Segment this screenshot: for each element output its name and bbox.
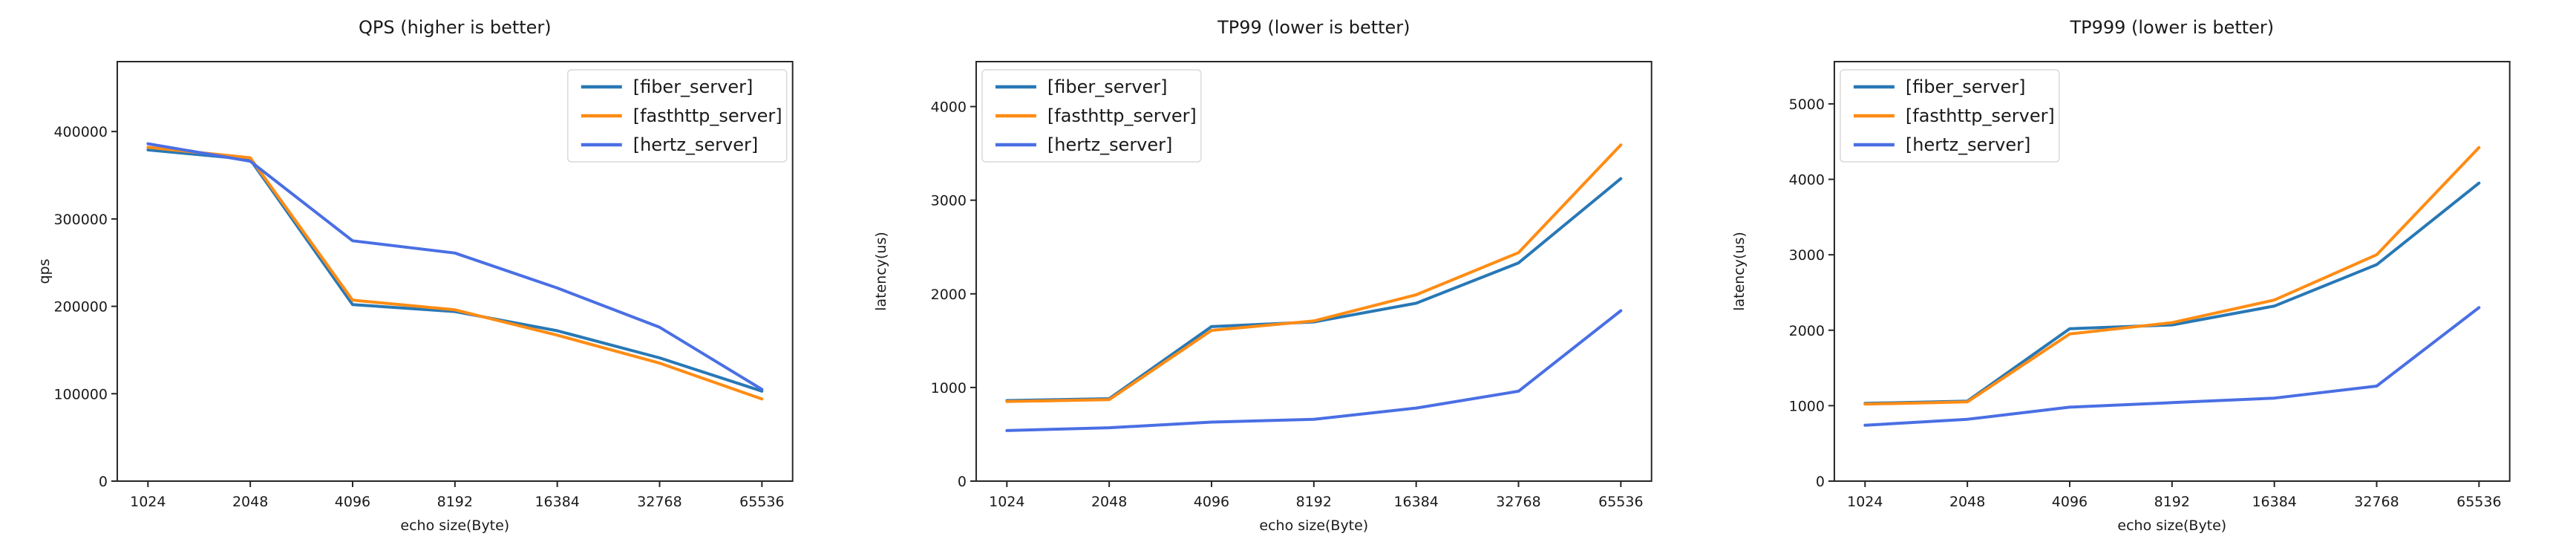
chart-title: TP99 (lower is better) xyxy=(1217,17,1410,38)
series-line-hertz xyxy=(1863,306,2481,427)
y-axis-label: latency(us) xyxy=(873,232,889,310)
x-tick-label: 8192 xyxy=(2154,494,2190,510)
x-axis-label: echo size(Byte) xyxy=(400,517,509,534)
x-tick-label: 65536 xyxy=(739,494,784,510)
y-tick-label: 1000 xyxy=(1789,398,1825,414)
x-tick-label: 2048 xyxy=(1949,494,1985,510)
y-tick-label: 3000 xyxy=(1789,247,1825,264)
x-tick-label: 32768 xyxy=(2355,494,2399,510)
y-tick-label: 2000 xyxy=(930,287,966,303)
x-tick-label: 65536 xyxy=(2456,494,2501,510)
series-line-fiber xyxy=(1863,181,2481,405)
series-line-fasthttp xyxy=(146,146,764,401)
y-tick-label: 4000 xyxy=(1789,172,1825,189)
y-tick-label: 100000 xyxy=(53,386,107,402)
x-tick-label: 1024 xyxy=(989,494,1024,510)
legend-label: [hertz_server] xyxy=(1906,134,2030,155)
series-line-fasthttp xyxy=(1005,143,1622,403)
y-tick-label: 2000 xyxy=(1789,323,1825,339)
tp999-plot-canvas: TP999 (lower is better) 0 1000 2000 3000 4000… xyxy=(1731,17,2511,534)
legend-label: [hertz_server] xyxy=(1047,134,1172,155)
legend-label: [fasthttp_server] xyxy=(1906,105,2055,126)
y-tick-label: 0 xyxy=(1816,474,1825,490)
y-axis-label: latency(us) xyxy=(1731,232,1748,310)
y-tick-label: 400000 xyxy=(53,124,107,140)
chart-title: TP999 (lower is better) xyxy=(2070,17,2275,38)
legend-label: [fiber_server] xyxy=(1906,76,2026,97)
series-line-hertz xyxy=(1005,309,1622,432)
legend-box xyxy=(981,69,1202,163)
y-tick-label: 0 xyxy=(99,474,108,490)
chart-qps: QPS (higher is better) 0 100000 200000 30000… xyxy=(0,0,859,542)
x-tick-label: 4096 xyxy=(335,494,370,510)
x-tick-label: 4096 xyxy=(2052,494,2088,510)
chart-tp999: TP999 (lower is better) 0 1000 2000 3000 4000… xyxy=(1717,0,2576,542)
legend-label: [fasthttp_server] xyxy=(1047,105,1197,126)
y-tick-label: 200000 xyxy=(53,299,107,316)
legend-box xyxy=(567,69,788,163)
series-line-fiber xyxy=(146,148,764,393)
legend-box xyxy=(1840,69,2060,163)
y-tick-label: 4000 xyxy=(930,99,966,116)
legend-label: [hertz_server] xyxy=(633,134,758,155)
x-tick-label: 65536 xyxy=(1598,494,1643,510)
y-tick-label: 1000 xyxy=(930,380,966,396)
legend-label: [fiber_server] xyxy=(633,76,753,97)
x-tick-label: 16384 xyxy=(1393,494,1438,510)
y-tick-label: 300000 xyxy=(53,212,107,228)
x-tick-label: 16384 xyxy=(535,494,579,510)
x-tick-label: 4096 xyxy=(1193,494,1229,510)
legend-label: [fiber_server] xyxy=(1047,76,1168,97)
series-line-hertz xyxy=(146,142,764,391)
x-tick-label: 16384 xyxy=(2252,494,2297,510)
x-tick-label: 32768 xyxy=(637,494,681,510)
y-tick-label: 0 xyxy=(958,474,967,490)
y-tick-label: 5000 xyxy=(1789,97,1825,113)
x-axis-label: echo size(Byte) xyxy=(2118,517,2227,534)
x-tick-label: 8192 xyxy=(437,494,473,510)
chart-tp99: TP99 (lower is better) 0 1000 2000 3000 4000 1… xyxy=(859,0,1718,542)
legend-label: [fasthttp_server] xyxy=(633,105,782,126)
chart-title: QPS (higher is better) xyxy=(359,17,552,38)
x-tick-label: 8192 xyxy=(1295,494,1331,510)
x-tick-label: 32768 xyxy=(1496,494,1540,510)
x-tick-label: 2048 xyxy=(232,494,268,510)
y-tick-label: 3000 xyxy=(930,193,966,209)
x-tick-label: 1024 xyxy=(130,494,166,510)
tp99-plot-canvas: TP99 (lower is better) 0 1000 2000 3000 4000 1… xyxy=(873,17,1653,534)
x-tick-label: 1024 xyxy=(1847,494,1883,510)
series-line-fiber xyxy=(1005,177,1622,402)
x-axis-label: echo size(Byte) xyxy=(1259,517,1368,534)
x-tick-label: 2048 xyxy=(1091,494,1127,510)
qps-plot-canvas: QPS (higher is better) 0 100000 200000 30000… xyxy=(36,17,794,534)
y-axis-label: qps xyxy=(36,258,53,284)
series-line-fasthttp xyxy=(1863,146,2481,406)
